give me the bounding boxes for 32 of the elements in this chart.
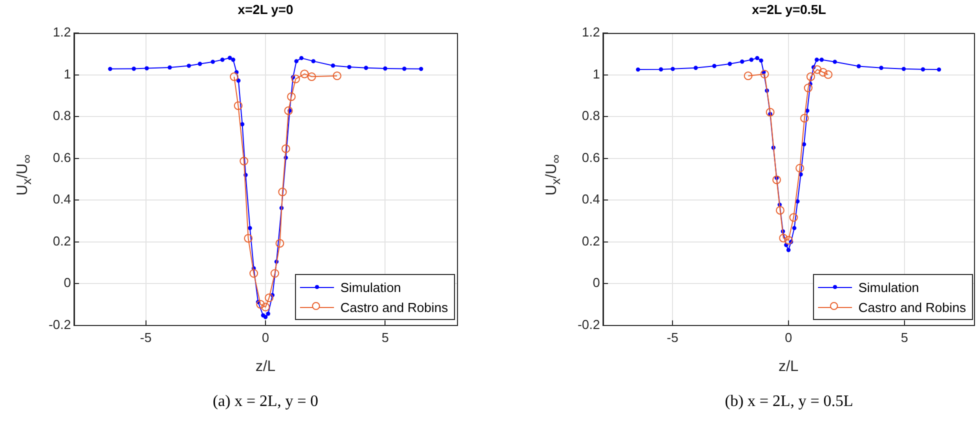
y-tick-label: 0.2 [52, 233, 71, 248]
legend-label: Simulation [858, 280, 920, 294]
x-tick-label: 0 [784, 330, 792, 345]
y-tick-label: 1 [64, 66, 71, 82]
x-tick-label: 0 [262, 330, 270, 345]
x-axis-title: z/L [778, 358, 799, 376]
y-tick-label: 0.6 [52, 150, 71, 165]
x-axis-title: z/L [255, 358, 276, 376]
y-tick-label: 0.4 [582, 192, 600, 207]
legend-label: Castro and Robins [858, 300, 966, 314]
y-tick-label: 0.6 [582, 150, 600, 165]
y-tick-label: -0.2 [578, 316, 600, 332]
text: (a) x = 2L, y = 0 [212, 393, 320, 411]
x-tick-label: -5 [666, 330, 678, 345]
x-tick-label: -5 [140, 330, 152, 345]
y-tick-label: 0.2 [582, 233, 600, 248]
chart-title: x=2L y=0.5L [750, 2, 828, 17]
y-tick-label: 0.8 [582, 108, 600, 124]
y-tick-label: 1 [592, 66, 600, 82]
y-tick-label: 1.2 [582, 24, 600, 40]
y-tick-label: 1.2 [52, 24, 71, 40]
text: (b) x = 2L, y = 0.5L [724, 393, 854, 411]
legend-label: Castro and Robins [340, 300, 448, 314]
y-tick-label: 0 [64, 275, 71, 290]
chart-title: x=2L y=0 [236, 2, 294, 17]
y-tick-label: -0.2 [48, 316, 71, 332]
y-tick-label: 0.4 [52, 192, 71, 207]
legend-label: Simulation [340, 280, 402, 294]
x-tick-label: 5 [900, 330, 908, 345]
y-tick-label: 0.8 [52, 108, 71, 124]
x-tick-label: 5 [382, 330, 389, 345]
y-tick-label: 0 [592, 275, 600, 290]
